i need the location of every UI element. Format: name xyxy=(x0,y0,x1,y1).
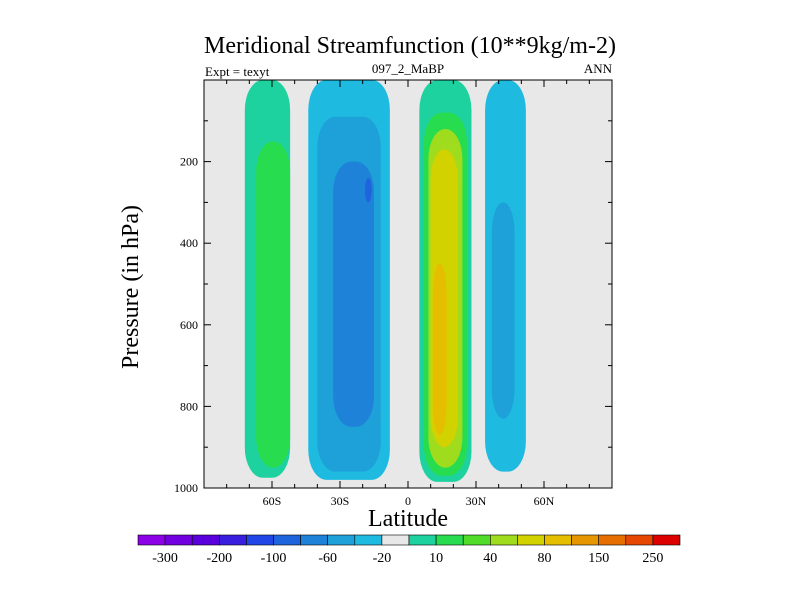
colorbar-box xyxy=(435,534,464,546)
y-axis-title: Pressure (in hPa) xyxy=(118,205,144,369)
colorbar-box xyxy=(246,534,274,546)
colorbar-box xyxy=(327,534,356,546)
colorbar-box xyxy=(544,534,572,546)
contour-fills xyxy=(244,80,526,482)
contour-region-southern-hadley-peak xyxy=(364,177,372,203)
x-tick-label: 30S xyxy=(331,494,350,508)
colorbar-box xyxy=(164,534,193,546)
y-tick-label: 200 xyxy=(180,155,198,169)
x-tick-label: 60N xyxy=(534,494,555,508)
contour-region-tropical-cell-peak xyxy=(432,263,447,435)
contour-region-northern-cell-core xyxy=(491,202,515,419)
colorbar-label: -200 xyxy=(206,551,232,566)
colorbar-box xyxy=(652,534,681,546)
colorbar-label: -300 xyxy=(152,551,178,566)
experiment-label: Expt = texyt xyxy=(205,64,270,79)
y-tick-label: 1000 xyxy=(174,481,198,495)
colorbar-box xyxy=(625,534,654,546)
colorbar-label: 250 xyxy=(642,551,663,566)
contour-region-southern-ferrel-core xyxy=(256,141,291,468)
colorbar-label: -100 xyxy=(261,551,287,566)
colorbar-label: -60 xyxy=(318,551,337,566)
colorbar xyxy=(137,534,681,546)
colorbar-box xyxy=(300,534,329,546)
y-tick-label: 600 xyxy=(180,318,198,332)
colorbar-label: 150 xyxy=(588,551,609,566)
season-label: ANN xyxy=(584,61,613,76)
x-tick-label: 60S xyxy=(263,494,282,508)
colorbar-label: 80 xyxy=(538,551,552,566)
x-tick-label: 0 xyxy=(405,494,411,508)
colorbar-label: 10 xyxy=(429,551,443,566)
colorbar-box xyxy=(273,534,301,546)
colorbar-labels: -300 -200 -100 -60 -20 10 40 80 150 250 xyxy=(152,551,663,566)
x-axis-title: Latitude xyxy=(368,506,448,532)
case-label: 097_2_MaBP xyxy=(372,61,444,76)
colorbar-box xyxy=(517,534,545,546)
x-tick-label: 30N xyxy=(466,494,487,508)
contour-region-southern-hadley-core xyxy=(333,161,374,427)
colorbar-box xyxy=(137,534,166,546)
x-axis-ticks: 60S 30S 0 30N 60N xyxy=(203,80,613,508)
y-tick-label: 400 xyxy=(180,236,198,250)
colorbar-box xyxy=(462,534,491,546)
colorbar-box xyxy=(381,534,410,546)
colorbar-label: 40 xyxy=(483,551,497,566)
colorbar-box xyxy=(408,534,437,546)
colorbar-box xyxy=(219,534,247,546)
colorbar-box xyxy=(354,534,383,546)
colorbar-box xyxy=(571,534,599,546)
colorbar-box xyxy=(489,534,518,546)
chart-title: Meridional Streamfunction (10**9kg/m-2) xyxy=(204,33,616,59)
colorbar-label: -20 xyxy=(373,551,392,566)
y-axis-ticks: 200 400 600 800 1000 xyxy=(174,120,612,495)
y-tick-label: 800 xyxy=(180,399,198,413)
colorbar-box xyxy=(598,534,627,546)
colorbar-box xyxy=(191,534,220,546)
